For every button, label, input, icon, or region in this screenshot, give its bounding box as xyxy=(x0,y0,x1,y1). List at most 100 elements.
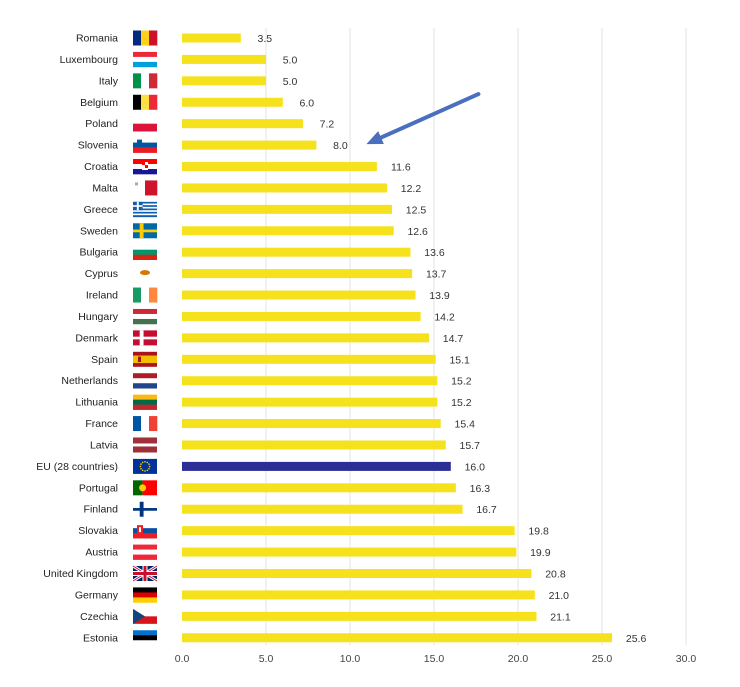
x-tick-label: 15.0 xyxy=(424,653,445,665)
category-label: Hungary xyxy=(78,311,118,323)
bar xyxy=(182,376,438,386)
bar xyxy=(182,290,416,300)
arrow-shaft xyxy=(379,92,481,140)
value-label: 21.0 xyxy=(549,590,570,602)
bar xyxy=(182,97,283,107)
category-label: Denmark xyxy=(75,332,118,344)
portugal-flag-icon xyxy=(133,480,157,496)
category-label: Romania xyxy=(76,33,118,45)
category-label: Luxembourg xyxy=(60,54,119,66)
bar xyxy=(182,397,438,407)
united-kingdom-flag-icon xyxy=(132,564,158,583)
category-label: Czechia xyxy=(80,611,118,623)
value-label: 15.2 xyxy=(451,397,472,409)
category-label: France xyxy=(85,418,118,430)
lithuania-flag-icon xyxy=(133,394,157,410)
value-label: 14.2 xyxy=(434,311,455,323)
hungary-flag-icon xyxy=(133,308,157,325)
bar xyxy=(182,333,429,343)
slovenia-flag-icon xyxy=(133,137,157,153)
x-tick-label: 0.0 xyxy=(175,653,190,665)
slovakia-flag-icon xyxy=(133,523,157,539)
netherlands-flag-icon xyxy=(133,373,157,389)
category-label: Croatia xyxy=(84,161,118,173)
category-label: Greece xyxy=(84,204,119,216)
category-label: Sweden xyxy=(80,225,118,237)
denmark-flag-icon xyxy=(133,330,157,346)
value-label: 16.3 xyxy=(470,483,491,495)
bar xyxy=(182,247,411,257)
bar xyxy=(182,311,421,321)
chart-value-labels: 3.55.05.06.07.28.011.612.212.512.613.613… xyxy=(257,33,646,645)
category-label: Slovakia xyxy=(78,525,118,537)
value-label: 13.6 xyxy=(424,247,445,259)
x-tick-label: 20.0 xyxy=(508,653,529,665)
category-label: Italy xyxy=(99,75,119,87)
bar xyxy=(182,633,613,643)
bar xyxy=(182,54,266,64)
category-label: Slovenia xyxy=(78,140,118,152)
poland-flag-icon xyxy=(133,116,157,132)
category-label: Malta xyxy=(92,182,118,194)
value-label: 11.6 xyxy=(391,162,411,174)
value-label: 20.8 xyxy=(545,569,566,581)
category-label: Austria xyxy=(85,547,118,559)
category-label: Latvia xyxy=(90,439,118,451)
value-label: 14.7 xyxy=(443,333,464,345)
latvia-flag-icon xyxy=(133,437,157,453)
value-label: 19.8 xyxy=(528,526,549,538)
value-label: 19.9 xyxy=(530,547,551,559)
value-label: 16.7 xyxy=(476,504,497,516)
czechia-flag-icon xyxy=(133,608,157,624)
estonia-flag-icon xyxy=(133,630,157,646)
chart-x-axis: 0.0 5.0 10.0 15.0 20.0 25.0 30.0 xyxy=(175,653,697,665)
category-label: United Kingdom xyxy=(43,568,118,580)
category-label: Ireland xyxy=(86,290,118,302)
x-tick-label: 10.0 xyxy=(340,653,361,665)
italy-flag-icon xyxy=(133,73,158,89)
chart-grid xyxy=(265,28,687,645)
value-label: 13.9 xyxy=(429,290,450,302)
bar xyxy=(182,569,532,578)
bar xyxy=(182,76,266,86)
chart-annotation xyxy=(366,92,481,145)
luxembourg-flag-icon xyxy=(133,51,157,68)
x-tick-label: 5.0 xyxy=(259,653,274,665)
value-label: 15.2 xyxy=(451,376,472,388)
croatia-flag-icon xyxy=(133,159,157,175)
value-label: 6.0 xyxy=(299,97,314,109)
value-label: 12.5 xyxy=(406,204,427,216)
belgium-flag-icon xyxy=(133,94,158,110)
malta-flag-icon xyxy=(133,180,158,196)
category-label: Finland xyxy=(84,504,119,516)
bar xyxy=(182,526,515,536)
finland-flag-icon xyxy=(133,501,157,517)
value-label: 12.2 xyxy=(401,183,422,195)
chart-category-labels: Romania Luxembourg Italy Belgium Poland Slove… xyxy=(36,33,118,645)
bar xyxy=(182,204,392,214)
category-label: Poland xyxy=(85,118,118,130)
cyprus-flag-icon xyxy=(133,266,157,282)
spain-flag-icon xyxy=(133,351,157,367)
value-label: 8.0 xyxy=(333,140,348,152)
bar xyxy=(182,269,413,279)
bar xyxy=(182,162,377,172)
category-label: Portugal xyxy=(79,482,118,494)
value-label: 5.0 xyxy=(283,76,298,88)
bar-eu-average xyxy=(182,461,451,471)
chart-bars xyxy=(182,33,613,643)
bar xyxy=(182,590,535,600)
category-label: Cyprus xyxy=(85,268,118,280)
germany-flag-icon xyxy=(133,587,157,603)
category-label: Spain xyxy=(91,354,118,366)
bar xyxy=(182,547,517,557)
bar xyxy=(182,504,463,514)
ireland-flag-icon xyxy=(133,287,158,303)
sweden-flag-icon xyxy=(133,223,157,239)
value-label: 12.6 xyxy=(407,226,428,238)
value-label: 15.7 xyxy=(460,440,481,452)
bar xyxy=(182,33,241,43)
value-label: 16.0 xyxy=(465,461,486,473)
bulgaria-flag-icon xyxy=(133,244,157,260)
